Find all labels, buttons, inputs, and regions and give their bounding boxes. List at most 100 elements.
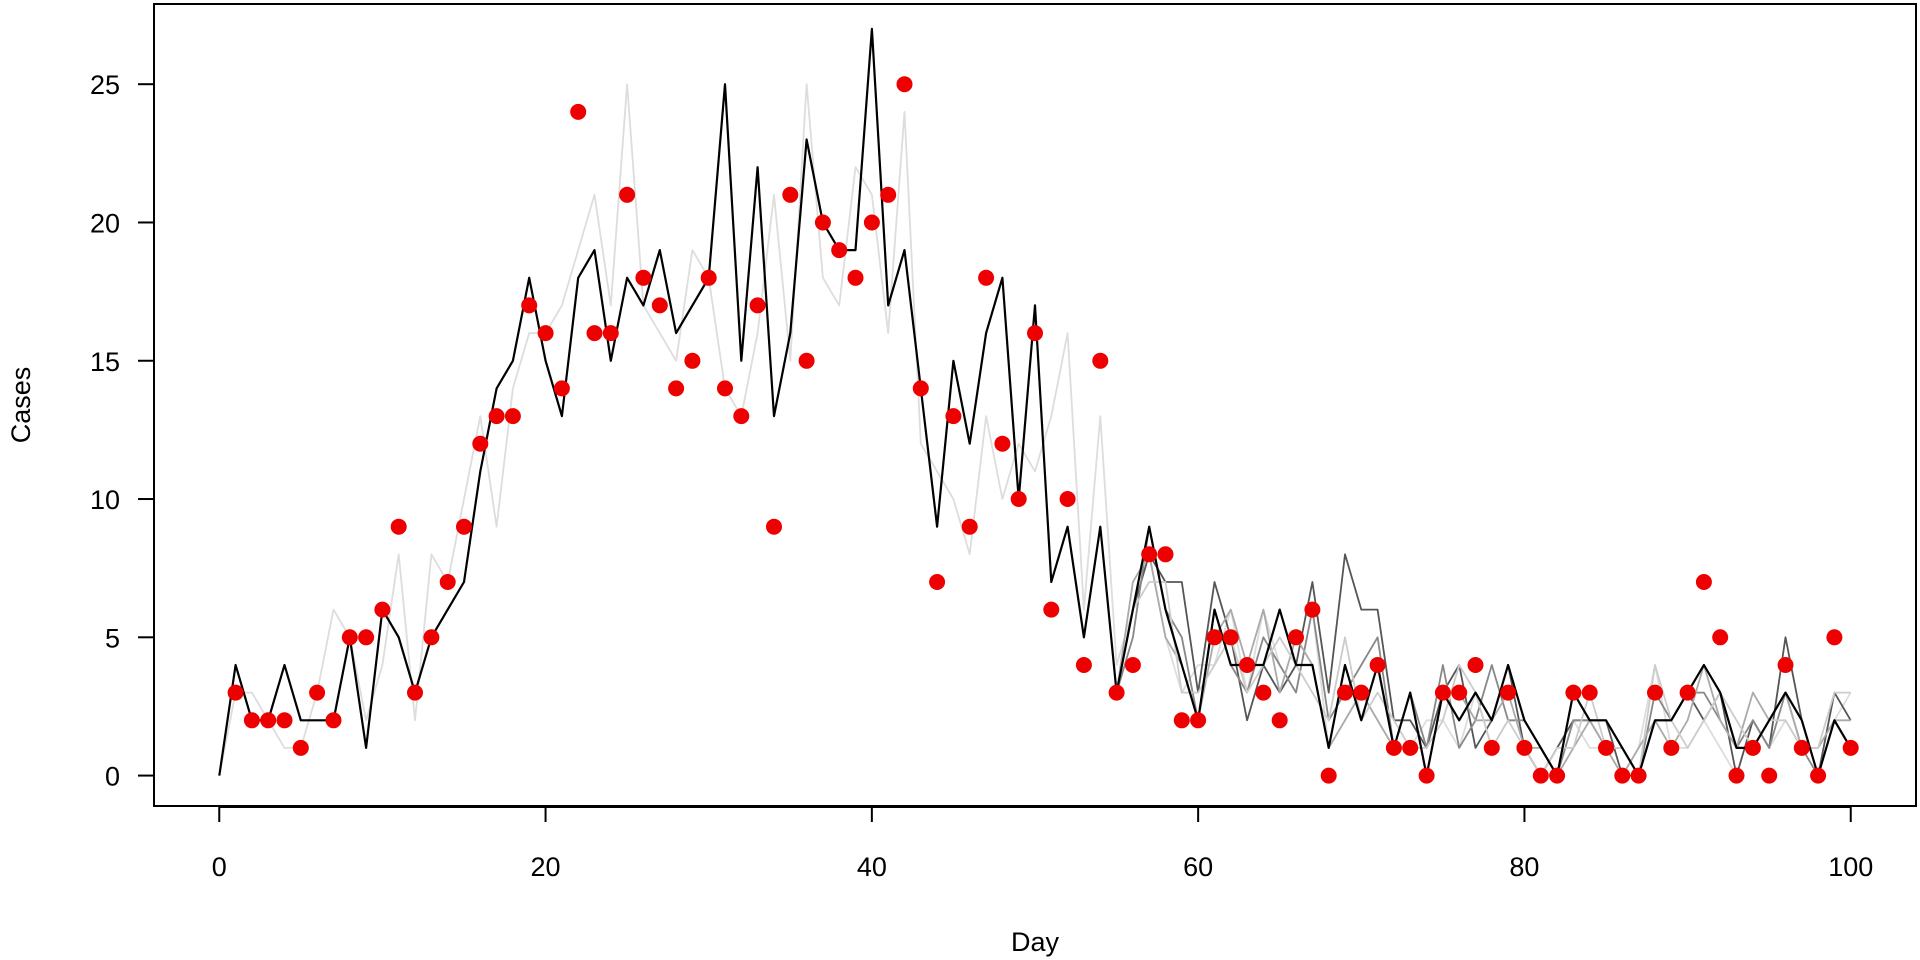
x-tick-label: 60	[1183, 852, 1213, 882]
observed-point	[749, 297, 766, 314]
observed-point	[912, 380, 929, 397]
series-layer	[218, 27, 1852, 777]
x-tick-label: 100	[1828, 852, 1873, 882]
observed-point	[863, 214, 880, 231]
observed-point	[1157, 546, 1174, 563]
x-tick-label: 40	[857, 852, 887, 882]
observed-point	[1451, 684, 1468, 701]
observed-point	[1483, 739, 1500, 756]
observed-point	[1369, 657, 1386, 673]
x-axis: 0 20 40 60 80 100	[212, 805, 1873, 882]
observed-point	[586, 325, 603, 342]
observed-point	[684, 352, 701, 369]
observed-point	[1092, 352, 1109, 369]
observed-point	[292, 739, 309, 756]
observed-point	[1434, 684, 1451, 701]
observed-point	[227, 684, 244, 701]
observed-point	[1141, 546, 1158, 563]
observed-point	[374, 601, 391, 618]
observed-point	[1206, 629, 1223, 646]
observed-point	[945, 408, 962, 425]
observed-point	[537, 325, 554, 342]
y-tick-label: 25	[90, 70, 120, 100]
y-axis-label: Cases	[6, 367, 36, 444]
observed-point	[341, 629, 358, 646]
observed-point	[1793, 739, 1810, 756]
observed-point	[1581, 684, 1598, 701]
observed-point	[1010, 491, 1027, 507]
observed-point	[1467, 657, 1484, 673]
observed-point	[1842, 739, 1859, 756]
observed-point	[1075, 657, 1092, 673]
series-line-6	[218, 27, 1852, 777]
observed-point	[1059, 491, 1076, 507]
observed-point	[1255, 684, 1272, 701]
observed-point	[798, 352, 815, 369]
observed-point	[1647, 684, 1663, 701]
observed-point	[831, 242, 848, 259]
observed-point	[619, 186, 636, 203]
observed-point	[504, 408, 521, 425]
observed-point	[276, 712, 293, 729]
observed-point	[994, 435, 1011, 452]
observed-point	[456, 518, 472, 535]
observed-point	[978, 269, 995, 286]
y-tick-label: 0	[105, 762, 120, 792]
observed-point	[390, 518, 407, 535]
observed-point	[1190, 712, 1207, 729]
observed-point	[1598, 739, 1614, 756]
observed-point	[1516, 739, 1533, 756]
observed-point	[1777, 657, 1794, 673]
observed-point	[1027, 325, 1043, 342]
x-axis-label: Day	[1011, 927, 1060, 957]
observed-point	[733, 408, 750, 425]
observed-point	[814, 214, 831, 231]
observed-point	[1222, 629, 1239, 646]
observed-point	[1663, 739, 1680, 756]
observed-point	[880, 186, 897, 203]
observed-point	[1385, 739, 1402, 756]
observed-point	[1810, 767, 1827, 784]
observed-point	[325, 712, 342, 729]
observed-point	[570, 103, 587, 120]
observed-point	[635, 269, 652, 286]
observed-point	[1353, 684, 1370, 701]
observed-point	[847, 269, 864, 286]
observed-point	[243, 712, 260, 729]
observed-points	[227, 76, 1859, 784]
y-tick-label: 15	[90, 347, 120, 377]
y-tick-label: 10	[90, 485, 120, 515]
observed-point	[1614, 767, 1631, 784]
observed-point	[521, 297, 538, 314]
observed-point	[766, 518, 782, 535]
x-tick-label: 80	[1509, 852, 1539, 882]
observed-point	[1744, 739, 1761, 756]
observed-point	[423, 629, 440, 646]
observed-point	[961, 518, 978, 535]
x-tick-label: 20	[531, 852, 561, 882]
y-axis: 0 5 10 15 20 25	[90, 70, 155, 792]
observed-point	[700, 269, 717, 286]
observed-point	[1761, 767, 1778, 784]
observed-point	[1418, 767, 1435, 784]
observed-point	[1695, 574, 1712, 590]
observed-point	[309, 684, 326, 701]
observed-point	[1826, 629, 1843, 646]
observed-point	[668, 380, 685, 397]
observed-point	[472, 435, 489, 452]
observed-point	[1173, 712, 1190, 729]
observed-point	[717, 380, 733, 397]
observed-point	[1108, 684, 1125, 701]
observed-point	[1679, 684, 1696, 701]
series-line-1	[218, 83, 1852, 777]
observed-point	[1271, 712, 1288, 729]
observed-point	[1043, 601, 1060, 618]
observed-point	[782, 186, 799, 203]
observed-point	[896, 76, 913, 93]
observed-point	[1549, 767, 1566, 784]
observed-point	[651, 297, 668, 314]
series-line-5	[1115, 581, 1851, 777]
x-tick-label: 0	[212, 852, 227, 882]
observed-point	[1712, 629, 1729, 646]
